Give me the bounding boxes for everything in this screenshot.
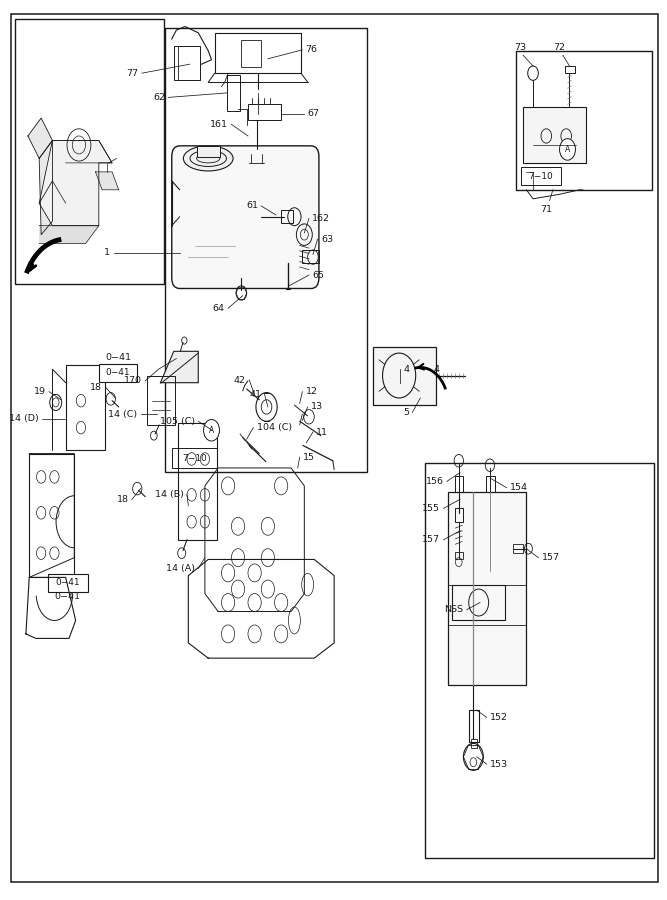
Bar xyxy=(469,710,479,742)
Bar xyxy=(48,574,87,592)
Bar xyxy=(15,19,164,284)
Bar xyxy=(171,448,217,468)
Text: 155: 155 xyxy=(422,504,440,513)
Text: 154: 154 xyxy=(510,483,528,492)
Bar xyxy=(65,364,105,450)
Polygon shape xyxy=(39,140,112,226)
Bar xyxy=(448,492,526,685)
Text: 14 (C): 14 (C) xyxy=(108,410,137,418)
Bar xyxy=(197,146,220,157)
Text: 0−41: 0−41 xyxy=(106,368,130,377)
Text: 67: 67 xyxy=(307,109,319,118)
Text: 61: 61 xyxy=(246,202,258,211)
Bar xyxy=(565,66,575,73)
Bar xyxy=(241,40,261,67)
Bar xyxy=(302,250,319,264)
Polygon shape xyxy=(95,172,119,190)
Text: 0−41: 0−41 xyxy=(55,592,81,601)
FancyBboxPatch shape xyxy=(171,146,319,289)
Text: 15: 15 xyxy=(303,453,315,462)
Circle shape xyxy=(203,419,219,441)
Ellipse shape xyxy=(183,146,233,171)
Text: 13: 13 xyxy=(311,402,323,411)
Text: 11: 11 xyxy=(316,428,328,436)
Bar xyxy=(452,585,505,620)
Text: 4: 4 xyxy=(434,364,440,373)
Bar xyxy=(516,50,652,190)
Bar xyxy=(281,211,293,223)
Bar xyxy=(248,104,281,120)
Polygon shape xyxy=(161,351,198,382)
Polygon shape xyxy=(28,118,53,158)
Text: 105 (C): 105 (C) xyxy=(160,417,195,426)
Text: 77: 77 xyxy=(127,68,139,77)
Circle shape xyxy=(560,139,576,160)
Bar xyxy=(486,476,495,492)
Text: 64: 64 xyxy=(213,303,225,312)
Text: 170: 170 xyxy=(124,376,142,385)
Text: 18: 18 xyxy=(117,495,129,504)
Text: 162: 162 xyxy=(312,214,330,223)
Text: 4: 4 xyxy=(404,364,410,373)
Text: 14 (B): 14 (B) xyxy=(155,491,183,500)
Text: 157: 157 xyxy=(422,536,440,544)
Text: 63: 63 xyxy=(321,235,333,244)
Bar xyxy=(455,508,464,522)
Text: 41: 41 xyxy=(249,390,261,399)
Text: 18: 18 xyxy=(90,382,102,392)
Bar xyxy=(455,476,464,492)
Text: 0−41: 0−41 xyxy=(105,353,131,362)
Bar xyxy=(425,464,654,859)
Text: 7−10: 7−10 xyxy=(183,454,207,463)
Bar xyxy=(165,28,368,472)
Bar xyxy=(373,346,436,405)
Bar xyxy=(455,553,464,560)
Text: 12: 12 xyxy=(305,387,317,396)
Text: 73: 73 xyxy=(514,42,526,51)
Text: A: A xyxy=(565,145,570,154)
Bar xyxy=(99,364,137,382)
Text: 161: 161 xyxy=(210,120,228,129)
Text: 7−10: 7−10 xyxy=(529,172,554,181)
Bar xyxy=(513,544,523,554)
Text: 153: 153 xyxy=(490,760,508,769)
Text: 152: 152 xyxy=(490,713,508,722)
Text: 42: 42 xyxy=(234,375,246,384)
Bar xyxy=(29,454,74,578)
Text: 71: 71 xyxy=(540,205,552,214)
Text: NSS: NSS xyxy=(444,605,464,614)
Bar xyxy=(173,46,200,80)
Text: 5: 5 xyxy=(403,408,409,417)
Text: 0−41: 0−41 xyxy=(55,579,80,588)
Text: 104 (C): 104 (C) xyxy=(257,423,291,432)
Bar xyxy=(147,375,175,425)
Text: 156: 156 xyxy=(426,477,444,486)
Bar xyxy=(178,423,217,540)
Text: 72: 72 xyxy=(554,42,566,51)
Bar xyxy=(215,32,301,73)
Polygon shape xyxy=(39,140,53,235)
Bar xyxy=(523,107,586,163)
Text: 62: 62 xyxy=(153,93,165,102)
Text: 1: 1 xyxy=(104,248,110,257)
Text: 157: 157 xyxy=(542,554,560,562)
Polygon shape xyxy=(39,226,99,244)
Text: 76: 76 xyxy=(305,45,317,54)
Text: 14 (A): 14 (A) xyxy=(166,564,195,573)
Text: 65: 65 xyxy=(312,271,324,280)
Text: A: A xyxy=(209,426,214,435)
Bar xyxy=(471,739,477,748)
Text: 14 (D): 14 (D) xyxy=(9,414,39,423)
Bar xyxy=(227,75,240,111)
Bar xyxy=(521,167,561,185)
Text: 19: 19 xyxy=(34,387,46,396)
